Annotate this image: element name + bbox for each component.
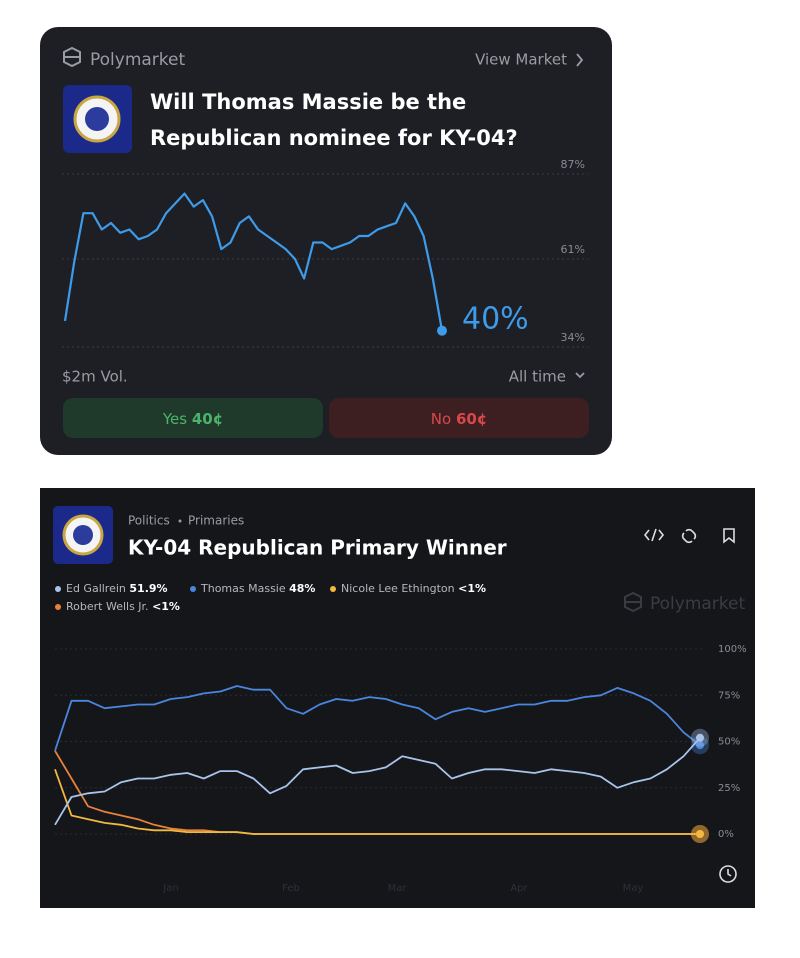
legend-value: 51.9%	[129, 582, 167, 595]
legend-name: Ed Gallrein	[66, 582, 126, 595]
y-tick-label: 25%	[718, 783, 740, 794]
breadcrumb[interactable]: Politics	[128, 514, 170, 528]
legend-value: <1%	[152, 600, 180, 613]
legend-name: Thomas Massie	[200, 582, 286, 595]
no-button[interactable]	[329, 398, 589, 438]
legend-entry: Ed Gallrein 51.9%	[66, 582, 168, 595]
chevron	[576, 53, 584, 67]
legend-name: Nicole Lee Ethington	[341, 582, 455, 595]
no-button-text: No 60¢	[431, 410, 488, 428]
legend-entry: Nicole Lee Ethington <1%	[341, 582, 486, 595]
title-line: Republican nominee for KY-04?	[150, 126, 518, 150]
no-label: No	[431, 410, 451, 428]
x-tick-label: Apr	[510, 883, 528, 894]
event-card	[40, 488, 755, 908]
link-icon[interactable]	[681, 528, 697, 544]
x-tick-label: Jan	[162, 883, 178, 894]
end-dot	[696, 830, 704, 838]
price-line	[54, 768, 700, 835]
yes-price: 40¢	[192, 410, 223, 428]
x-tick-label: Mar	[388, 883, 408, 894]
title-line: Will Thomas Massie be the	[150, 90, 466, 114]
end-dot	[696, 741, 704, 750]
current-value: 40%	[462, 302, 529, 337]
y-tick-label: 34%	[561, 331, 585, 344]
yes-label: Yes	[162, 410, 187, 428]
legend-entry: Robert Wells Jr. <1%	[66, 600, 180, 613]
chevron	[575, 372, 585, 379]
price-line	[54, 685, 701, 752]
x-tick-label: Feb	[282, 883, 300, 894]
yes-button[interactable]	[63, 398, 323, 438]
x-tick-label: May	[623, 883, 644, 894]
yes-button-text: Yes 40¢	[162, 410, 223, 428]
y-tick-label: 0%	[718, 829, 734, 840]
price-line	[63, 192, 444, 331]
end-dot	[696, 733, 704, 742]
watermark: Polymarket	[650, 594, 745, 614]
legend-dot	[55, 604, 61, 610]
separator	[178, 519, 182, 523]
watermark-logo	[624, 591, 642, 613]
brand-logo	[63, 46, 81, 68]
y-tick-label: 50%	[718, 737, 740, 748]
y-tick-label: 61%	[561, 243, 585, 256]
legend-dot	[55, 586, 61, 592]
clock-hands	[727, 869, 732, 877]
breadcrumb[interactable]: Primaries	[188, 514, 244, 528]
time-range[interactable]: All time	[509, 368, 566, 386]
price-line	[54, 737, 701, 826]
embed-icon[interactable]	[643, 528, 665, 542]
bookmark-icon[interactable]	[723, 528, 735, 544]
legend-value: 48%	[289, 582, 315, 595]
volume: $2m Vol.	[62, 368, 128, 386]
brand: Polymarket	[90, 50, 185, 70]
legend-value: <1%	[458, 582, 486, 595]
seal-center	[73, 525, 93, 545]
no-price: 60¢	[456, 410, 487, 428]
legend-dot	[330, 586, 336, 592]
legend-dot	[190, 586, 196, 592]
y-tick-label: 100%	[718, 644, 747, 655]
event-title: KY-04 Republican Primary Winner	[128, 536, 507, 560]
view-market-link[interactable]: View Market	[475, 51, 567, 69]
clock-icon[interactable]	[719, 865, 737, 883]
end-dot	[437, 325, 447, 336]
market-card	[40, 27, 612, 455]
legend-name: Robert Wells Jr.	[66, 600, 149, 613]
seal-center	[85, 107, 109, 131]
legend-entry: Thomas Massie 48%	[200, 582, 315, 595]
y-tick-label: 87%	[561, 158, 585, 171]
y-tick-label: 75%	[718, 690, 740, 701]
